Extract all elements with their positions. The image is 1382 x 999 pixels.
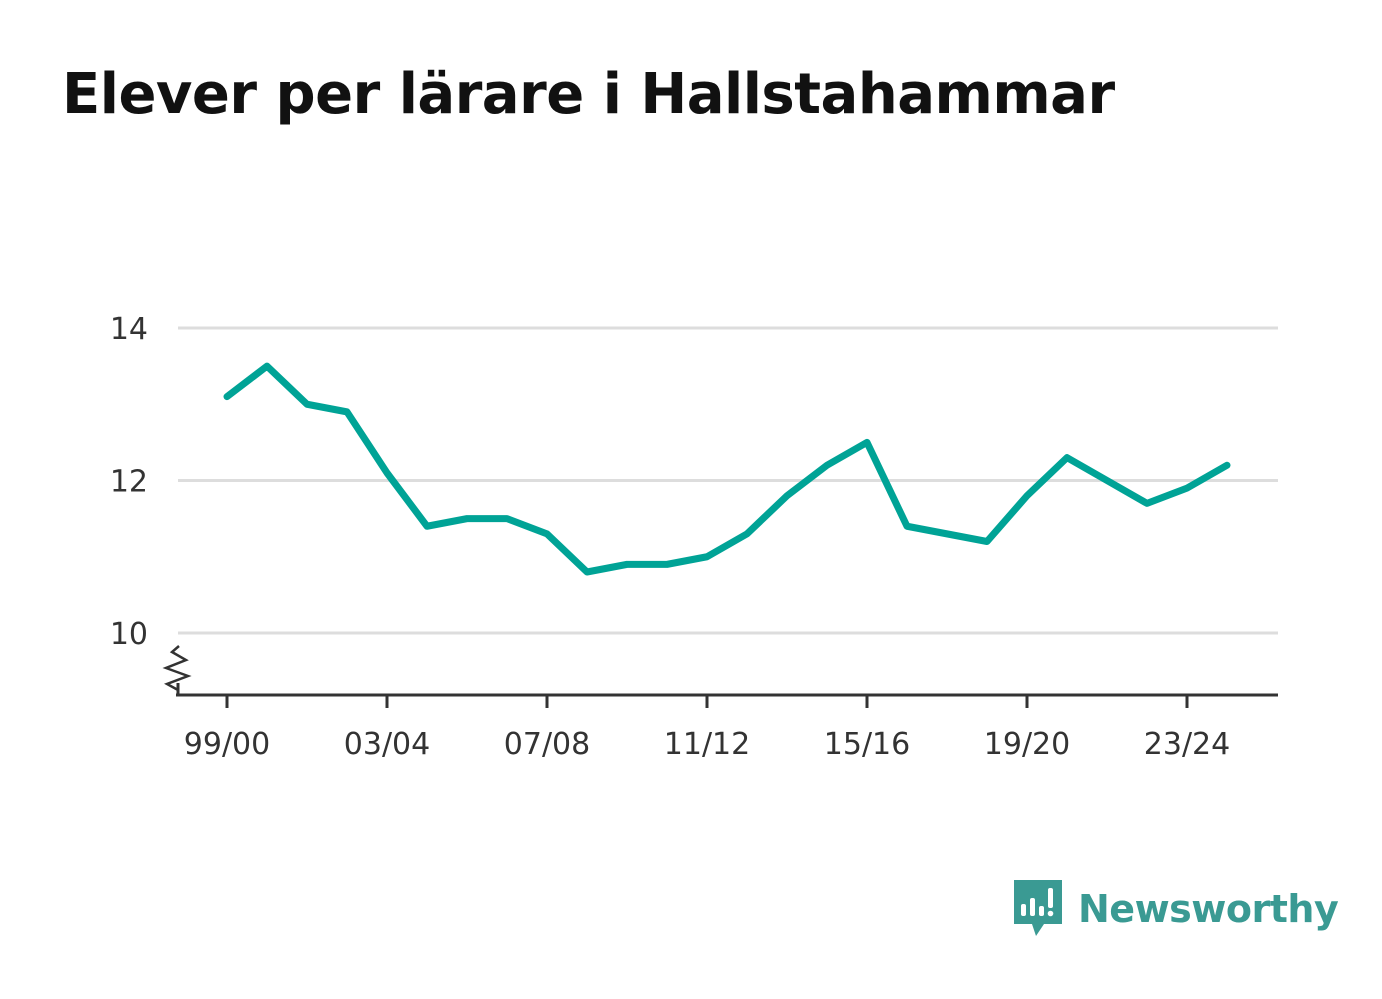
data-line bbox=[223, 362, 1231, 576]
x-tick-label-23-24: 23/24 bbox=[1144, 727, 1230, 762]
x-tick-label-03-04: 03/04 bbox=[344, 727, 430, 762]
brand-name: Newsworthy bbox=[1078, 887, 1339, 931]
axis-break-marker bbox=[162, 645, 192, 692]
x-tick-label-07-08: 07/08 bbox=[504, 727, 590, 762]
x-tick-label-19-20: 19/20 bbox=[984, 727, 1070, 762]
brand-logo: Newsworthy bbox=[1012, 878, 1339, 940]
x-tick-label-11-12: 11/12 bbox=[664, 727, 750, 762]
x-tick-label-99-00: 99/00 bbox=[184, 727, 270, 762]
newsworthy-logo-icon bbox=[1014, 880, 1062, 936]
y-tick-label-12: 12 bbox=[110, 465, 148, 500]
chart-title: Elever per lärare i Hallstahammar bbox=[62, 62, 1115, 127]
y-tick-label-10: 10 bbox=[110, 617, 148, 652]
y-tick-label-14: 14 bbox=[110, 312, 148, 347]
x-tick-label-15-16: 15/16 bbox=[824, 727, 910, 762]
